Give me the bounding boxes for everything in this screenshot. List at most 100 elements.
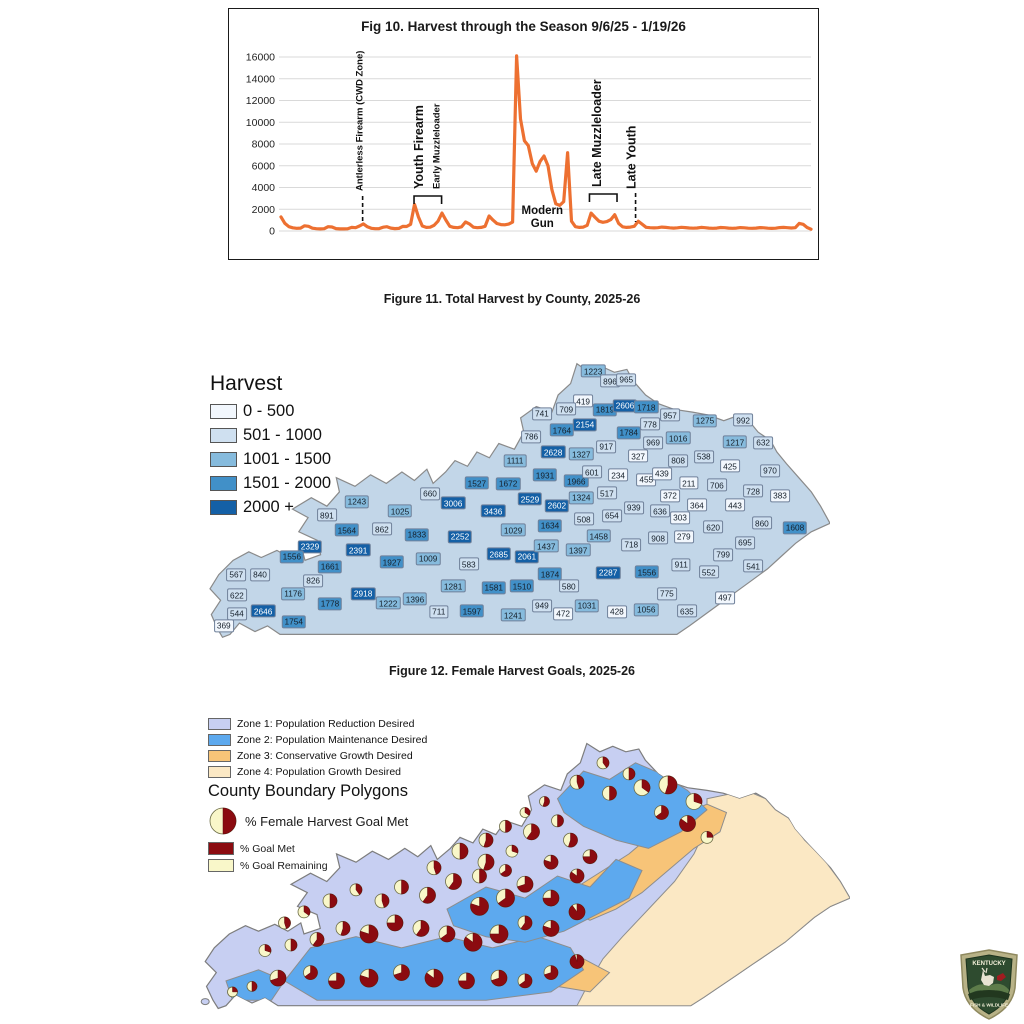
- county-value-chip: 369: [213, 619, 234, 633]
- county-value-chip: 1176: [281, 587, 306, 601]
- county-value-chip: 2646: [250, 604, 276, 618]
- goal-met-row: % Goal Met: [208, 842, 427, 855]
- county-value-chip: 957: [660, 408, 680, 422]
- y-axis-tick: 10000: [246, 117, 275, 129]
- county-value-chip: 1016: [665, 431, 691, 445]
- county-value-chip: 2685: [486, 547, 511, 561]
- county-value-chip: 1029: [500, 523, 526, 537]
- county-value-chip: 541: [743, 559, 764, 573]
- legend-label: 501 - 1000: [243, 426, 322, 444]
- county-value-chip: 908: [648, 531, 669, 545]
- county-value-chip: 709: [556, 402, 577, 416]
- county-boundary-heading: County Boundary Polygons: [208, 782, 408, 800]
- county-value-chip: 1556: [279, 550, 305, 564]
- county-value-chip: 1778: [317, 597, 343, 611]
- county-value-chip: 1672: [495, 477, 521, 491]
- county-value-chip: 1111: [503, 454, 527, 468]
- county-value-chip: 1217: [722, 435, 748, 449]
- svg-text:FISH & WILDLIFE: FISH & WILDLIFE: [970, 1003, 1008, 1008]
- y-axis-tick: 14000: [246, 73, 275, 85]
- county-value-chip: 601: [581, 465, 602, 479]
- half-pie-icon: [209, 807, 237, 835]
- county-value-chip: 711: [429, 605, 449, 619]
- county-value-chip: 917: [596, 440, 617, 454]
- pie-legend-label: % Female Harvest Goal Met: [245, 813, 409, 829]
- county-value-chip: 911: [671, 558, 691, 572]
- legend-swatch: [210, 428, 237, 443]
- goal-met-label: % Goal Met: [240, 842, 295, 855]
- county-value-chip: 517: [596, 486, 617, 500]
- county-value-chip: 1437: [534, 539, 559, 553]
- county-harvest-map: 1223 896 965 419 709 741 1819 2606 1718 957 1275 99…: [205, 358, 830, 643]
- county-value-chip: 2529: [517, 492, 543, 506]
- goal-remaining-swatch: [208, 859, 234, 872]
- county-value-chip: 778: [640, 417, 660, 431]
- county-value-chip: 2252: [447, 530, 473, 544]
- county-value-chip: 327: [628, 449, 649, 463]
- season-annotation: Gun: [531, 218, 554, 230]
- county-value-chip: 2154: [572, 418, 598, 432]
- county-value-chip: 1564: [334, 523, 360, 537]
- season-annotation: Modern: [522, 205, 564, 217]
- county-value-chip: 1927: [379, 555, 405, 569]
- harvest-season-line-chart: 0 2000 4000 6000 8000 10000 12000 14000 16000 Ant…: [246, 51, 813, 238]
- county-value-chip: 1608: [782, 521, 808, 535]
- legend-swatch: [210, 500, 237, 515]
- county-value-chip: 775: [656, 587, 677, 601]
- county-value-chip: 211: [679, 476, 699, 490]
- county-value-chip: 425: [720, 459, 740, 473]
- legend-row: 2000 +: [210, 498, 331, 517]
- county-value-chip: 718: [621, 538, 642, 552]
- harvest-line: [279, 54, 813, 231]
- season-annotation: Late Muzzleloader: [590, 79, 604, 187]
- county-value-chip: 965: [616, 373, 637, 387]
- county-value-chip: 1056: [634, 603, 659, 617]
- county-value-chip: 583: [458, 557, 479, 571]
- legend-row: 0 - 500: [210, 402, 331, 421]
- county-value-chip: 497: [715, 591, 735, 605]
- zone-label: Zone 1: Population Reduction Desired: [237, 718, 415, 730]
- legend-label: 1001 - 1500: [243, 450, 332, 468]
- goal-met-swatch: [208, 842, 234, 855]
- county-value-chip: 567: [226, 568, 247, 582]
- y-axis-tick: 2000: [252, 204, 276, 216]
- season-annotation: Late Youth: [625, 126, 639, 189]
- county-value-chip: 826: [303, 574, 324, 588]
- county-value-chip: 580: [558, 579, 579, 593]
- zone1-swatch: [208, 718, 231, 730]
- legend-swatch: [210, 452, 237, 467]
- county-value-chip: 428: [606, 605, 627, 619]
- county-value-chip: 1397: [565, 543, 591, 557]
- county-value-chip: 1931: [532, 468, 558, 482]
- county-value-chip: 1597: [459, 604, 485, 618]
- harvest-legend-title: Harvest: [210, 372, 283, 395]
- county-value-chip: 1031: [574, 599, 600, 613]
- figure10-panel: Fig 10. Harvest through the Season 9/6/2…: [228, 8, 819, 260]
- zone-label: Zone 2: Population Maintenance Desired: [237, 734, 428, 746]
- county-value-chip: 234: [608, 468, 629, 482]
- county-value-chip: 635: [676, 604, 697, 618]
- county-value-chip: 860: [751, 516, 772, 530]
- county-value-chip: 695: [735, 536, 755, 550]
- county-value-chip: 1025: [387, 504, 413, 518]
- figure11-panel: 1223 896 965 419 709 741 1819 2606 1718 957 1275 99…: [205, 358, 845, 648]
- season-annotation: Antlerless Firearm (CWD Zone): [355, 51, 366, 191]
- figure10-title: Fig 10. Harvest through the Season 9/6/2…: [361, 19, 686, 34]
- zone3-swatch: [208, 750, 231, 762]
- y-axis-tick: 6000: [252, 160, 276, 172]
- zone-label: Zone 3: Conservative Growth Desired: [237, 750, 413, 762]
- county-values-layer: 1223 896 965 419 709 741 1819 2606 1718 957 1275 99…: [205, 358, 830, 643]
- legend-row: 1001 - 1500: [210, 450, 331, 469]
- season-annotation: Youth Firearm: [412, 105, 426, 189]
- y-axis-tick: 12000: [246, 95, 275, 107]
- county-value-chip: 891: [316, 508, 337, 522]
- county-value-chip: 2329: [297, 540, 323, 554]
- zone-label: Zone 4: Population Growth Desired: [237, 766, 402, 778]
- legend-label: 0 - 500: [243, 402, 295, 420]
- legend-swatch: [210, 404, 237, 419]
- county-value-chip: 2918: [350, 587, 376, 601]
- legend-row: 1501 - 2000: [210, 474, 331, 493]
- county-value-chip: 2287: [595, 566, 621, 580]
- zone-row: Zone 3: Conservative Growth Desired: [208, 750, 427, 762]
